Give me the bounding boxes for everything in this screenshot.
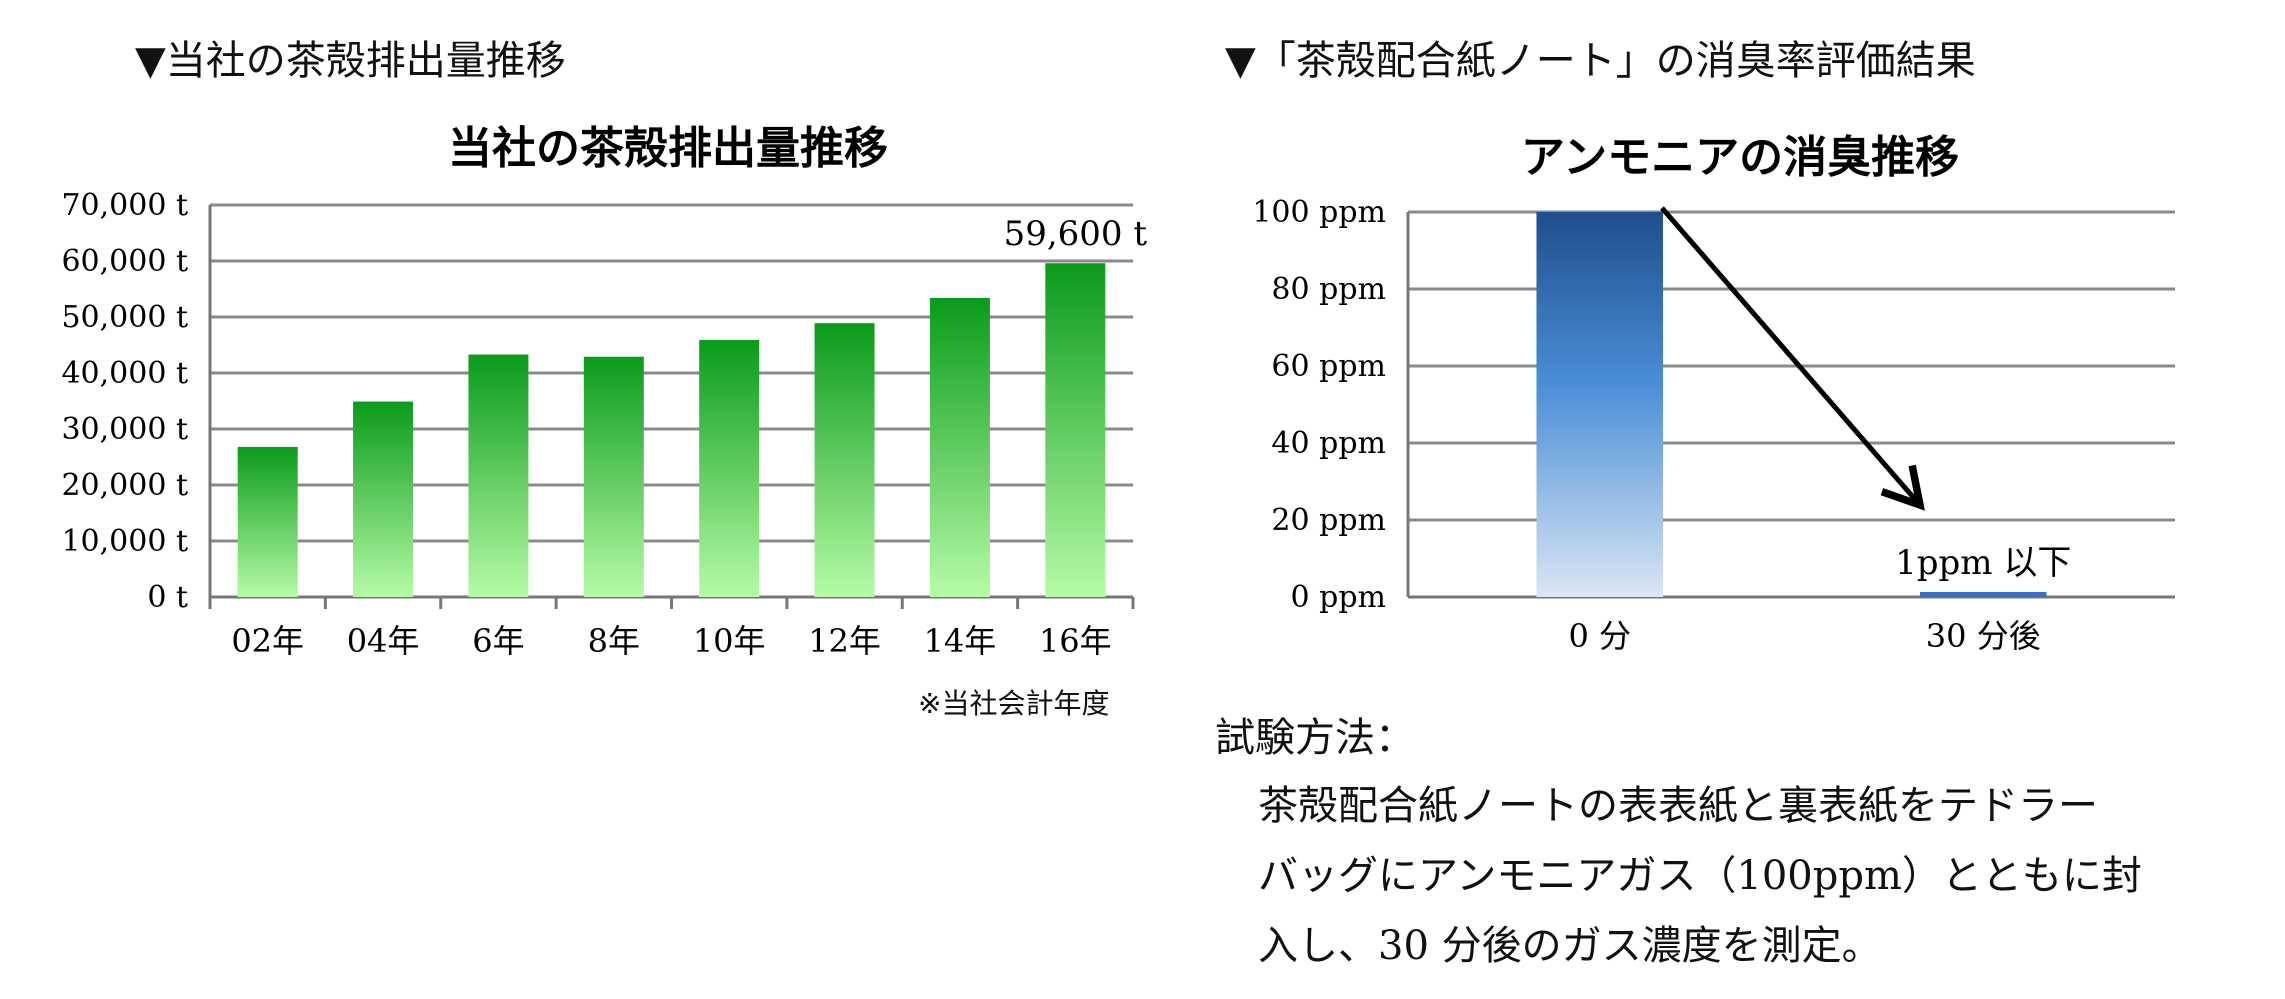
y-tick-label: 50,000 t (61, 300, 188, 335)
x-tick-label: 10年 (693, 622, 766, 660)
bar (699, 339, 760, 597)
y-tick-label: 100 ppm (1252, 195, 1386, 230)
y-tick-label: 80 ppm (1271, 272, 1386, 307)
x-tick-label: 16年 (1039, 622, 1112, 660)
y-tick-label: 60 ppm (1271, 349, 1386, 384)
bar (814, 323, 875, 597)
left-section-heading: ▼当社の茶殻排出量推移 (135, 38, 566, 84)
bar (929, 297, 990, 597)
x-tick-label: 6年 (472, 622, 524, 660)
y-tick-label: 70,000 t (61, 188, 188, 223)
x-tick-label: 0 分 (1568, 617, 1631, 655)
data-label: 59,600 t (1004, 214, 1148, 254)
bar (1919, 592, 2047, 597)
chart1-title: 当社の茶殻排出量推移 (448, 123, 888, 174)
test-method-line: 入し、30 分後のガス濃度を測定。 (1258, 923, 1882, 969)
fiscal-year-note: ※当社会計年度 (918, 687, 1110, 720)
bar (583, 356, 644, 597)
x-tick-label: 30 分後 (1926, 617, 2041, 655)
x-tick-label: 02年 (231, 622, 304, 660)
x-tick-label: 8年 (588, 622, 640, 660)
chart2-title: アンモニアの消臭推移 (1521, 132, 1959, 183)
test-method-label: 試験方法： (1215, 715, 1415, 761)
y-tick-label: 20 ppm (1271, 503, 1386, 538)
y-tick-label: 0 ppm (1291, 580, 1386, 615)
bar (1536, 212, 1664, 597)
y-tick-label: 20,000 t (61, 468, 188, 503)
data-label: 1ppm 以下 (1895, 543, 2071, 583)
bar (468, 354, 529, 597)
test-method-line: バッグにアンモニアガス（100ppm）とともに封 (1258, 853, 2142, 899)
x-tick-label: 14年 (924, 622, 997, 660)
y-tick-label: 30,000 t (61, 412, 188, 447)
y-tick-label: 10,000 t (61, 524, 188, 559)
bar (1045, 263, 1106, 597)
x-tick-label: 04年 (347, 622, 420, 660)
y-tick-label: 40 ppm (1271, 426, 1386, 461)
right-section-heading: ▼「茶殻配合紙ノート」の消臭率評価結果 (1225, 38, 1976, 84)
test-method-line: 茶殻配合紙ノートの表表紙と裏表紙をテドラー (1258, 783, 2098, 829)
decrease-arrow (1660, 206, 1925, 511)
bar (237, 446, 298, 597)
y-tick-label: 60,000 t (61, 244, 188, 279)
y-tick-label: 0 t (147, 580, 188, 615)
bar (353, 401, 414, 597)
y-tick-label: 40,000 t (61, 356, 188, 391)
x-tick-label: 12年 (808, 622, 881, 660)
